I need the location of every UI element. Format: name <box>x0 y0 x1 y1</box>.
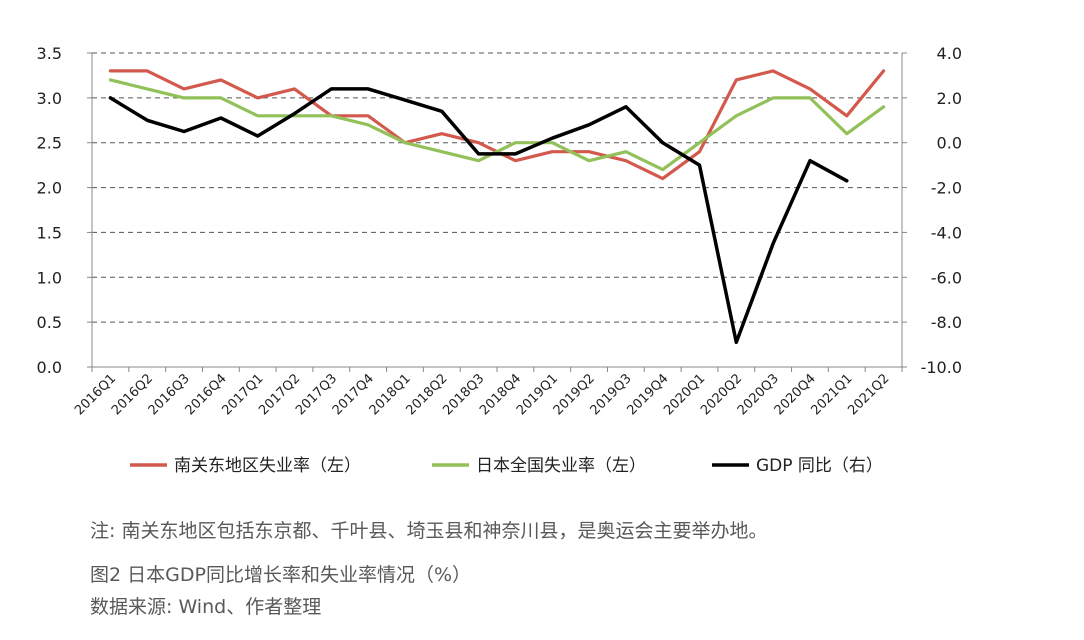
data-source: 数据来源: Wind、作者整理 <box>90 596 322 618</box>
series-line-1 <box>108 78 886 172</box>
legend-label-2: GDP 同比（右） <box>756 456 883 476</box>
chart-note: 注: 南关东地区包括东京都、千叶县、埼玉县和神奈川县，是奥运会主要举办地。 <box>90 520 768 542</box>
left-tick-label: 0.0 <box>37 358 62 377</box>
left-tick-label: 3.5 <box>37 44 62 63</box>
figure-title: 图2 日本GDP同比增长率和失业率情况（%） <box>90 564 471 586</box>
x-tick-label: 2021Q2 <box>845 371 892 418</box>
right-tick-label: 0.0 <box>937 134 962 153</box>
series-lines <box>108 69 886 345</box>
legend: 南关东地区失业率（左） 日本全国失业率（左） GDP 同比（右） <box>130 456 883 476</box>
right-tick-label: -6.0 <box>931 268 962 287</box>
right-tick-label: 2.0 <box>937 89 962 108</box>
left-tick-label: 0.5 <box>37 313 62 332</box>
legend-label-0: 南关东地区失业率（左） <box>174 456 361 476</box>
axes <box>87 52 907 372</box>
right-tick-label: 4.0 <box>937 44 962 63</box>
right-tick-label: -4.0 <box>931 223 962 242</box>
left-tick-label: 2.0 <box>37 179 62 198</box>
left-tick-label: 3.0 <box>37 89 62 108</box>
left-tick-label: 2.5 <box>37 134 62 153</box>
left-tick-label: 1.0 <box>37 268 62 287</box>
right-tick-label: -10.0 <box>921 358 962 377</box>
right-tick-label: -8.0 <box>931 313 962 332</box>
legend-label-1: 日本全国失业率（左） <box>476 456 646 476</box>
left-tick-label: 1.5 <box>37 223 62 242</box>
chart: 0.0 0.5 1.0 1.5 2.0 2.5 3.0 3.5 -10.0 -8.0 -6.0 -4.… <box>37 44 962 476</box>
grid-lines <box>92 52 902 323</box>
series-line-0 <box>108 69 886 181</box>
right-tick-label: -2.0 <box>931 179 962 198</box>
series-line-2 <box>108 87 849 345</box>
